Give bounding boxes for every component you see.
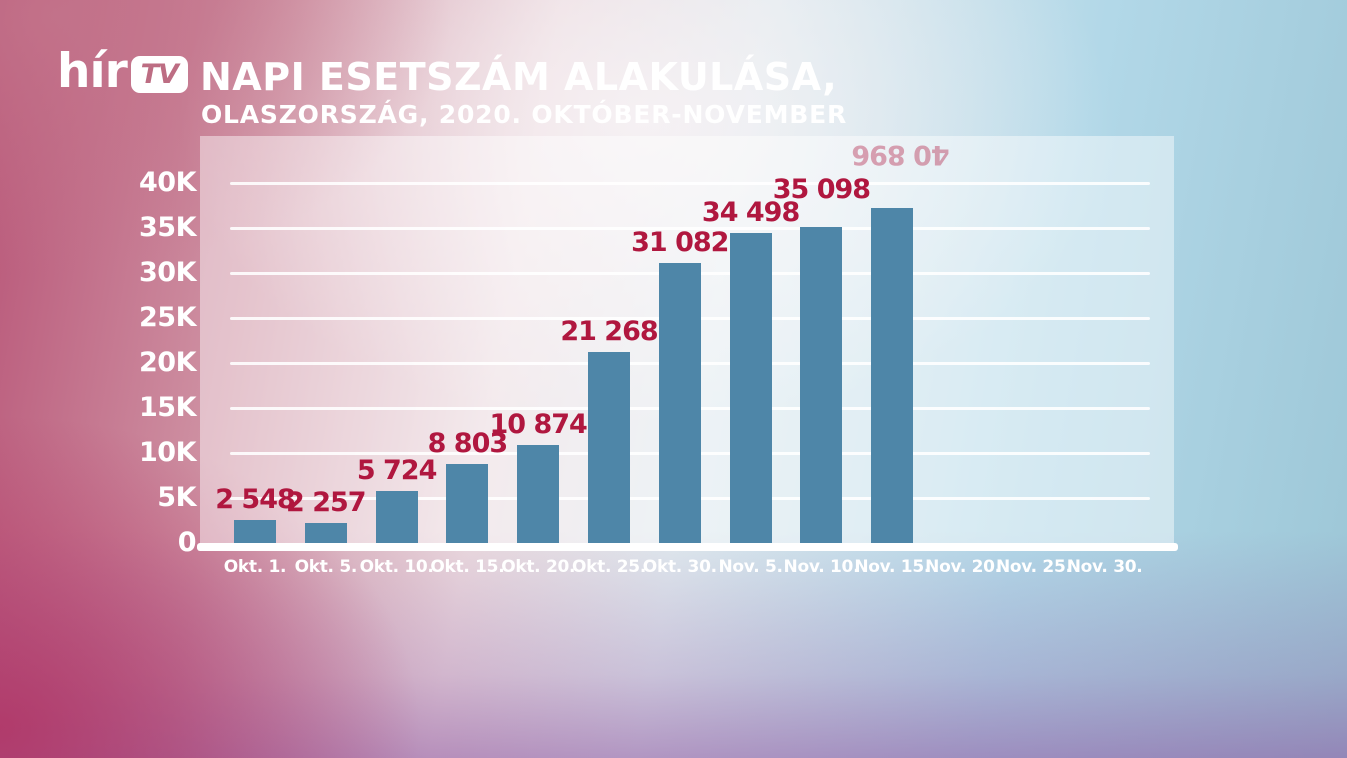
bar-Okt. 25. <box>588 351 630 543</box>
x-axis-tick-label: Nov. 15. <box>854 557 931 577</box>
x-axis-tick-label: Nov. 10. <box>783 557 860 577</box>
bar-value-label: 8 803 <box>427 427 509 459</box>
bar-value-label: 31 082 <box>631 227 729 259</box>
x-axis-tick-label: Okt. 15. <box>430 557 505 577</box>
gridline-40K <box>230 182 1150 185</box>
y-axis-tick-label: 30K <box>139 257 197 288</box>
bar-value-label: 5 724 <box>356 455 438 487</box>
chart-subtitle: OLASZORSZÁG, 2020. OKTÓBER-NOVEMBER <box>201 100 848 129</box>
x-axis-tick-label: Nov. 30. <box>1066 557 1143 577</box>
logo-tv-box: TV <box>130 56 188 93</box>
y-axis-tick-label: 10K <box>139 437 197 468</box>
gridline-35K <box>230 227 1150 230</box>
bar-value-label: 35 098 <box>772 174 871 206</box>
bar-Okt. 15. <box>446 463 489 543</box>
bar-value-label: 21 268 <box>560 315 658 347</box>
y-axis-tick-label: 40K <box>139 167 197 198</box>
bar-value-label: 10 874 <box>489 409 588 441</box>
x-axis-tick-label: Okt. 25. <box>572 557 646 577</box>
y-axis-tick-label: 0 <box>177 527 197 558</box>
y-axis-tick-label: 20K <box>139 347 197 378</box>
x-axis-tick-label: Okt. 20. <box>501 557 576 577</box>
x-axis-line <box>197 543 1178 551</box>
x-axis-tick-label: Okt. 1. <box>223 557 287 577</box>
x-axis-tick-label: Okt. 30. <box>642 557 717 577</box>
bar-Okt. 5. <box>304 522 347 543</box>
bar-Nov. 15. <box>871 208 914 543</box>
bar-Nov. 5. <box>729 232 772 543</box>
x-axis-tick-label: Okt. 5. <box>294 557 358 577</box>
bar-Okt. 20. <box>517 445 560 543</box>
x-axis-tick-label: Nov. 5. <box>718 557 783 577</box>
chart-title: NAPI ESETSZÁM ALAKULÁSA, <box>200 55 838 99</box>
bar-Okt. 10. <box>375 491 418 543</box>
bar-Okt. 30. <box>658 263 701 543</box>
y-axis-tick-label: 25K <box>139 302 197 333</box>
y-axis-tick-label: 15K <box>139 392 197 423</box>
y-axis-tick-label: 35K <box>139 212 197 243</box>
x-axis-tick-label: Nov. 25. <box>995 557 1072 577</box>
x-axis-tick-label: Nov. 20. <box>925 557 1001 577</box>
y-axis-tick-label: 5K <box>157 482 196 513</box>
bar-value-label: 2 548 <box>215 484 296 516</box>
logo-hir-text: hír <box>57 44 128 99</box>
bar-value-label: 2 257 <box>286 486 367 518</box>
bar-Okt. 1. <box>234 520 276 543</box>
x-axis-tick-label: Okt. 10. <box>359 557 434 577</box>
bar-value-label: 34 498 <box>701 196 800 228</box>
flipped-value-label: 40 896 <box>852 139 950 171</box>
hirtv-logo: hír TV <box>57 48 188 95</box>
bar-Nov. 10. <box>800 227 843 543</box>
